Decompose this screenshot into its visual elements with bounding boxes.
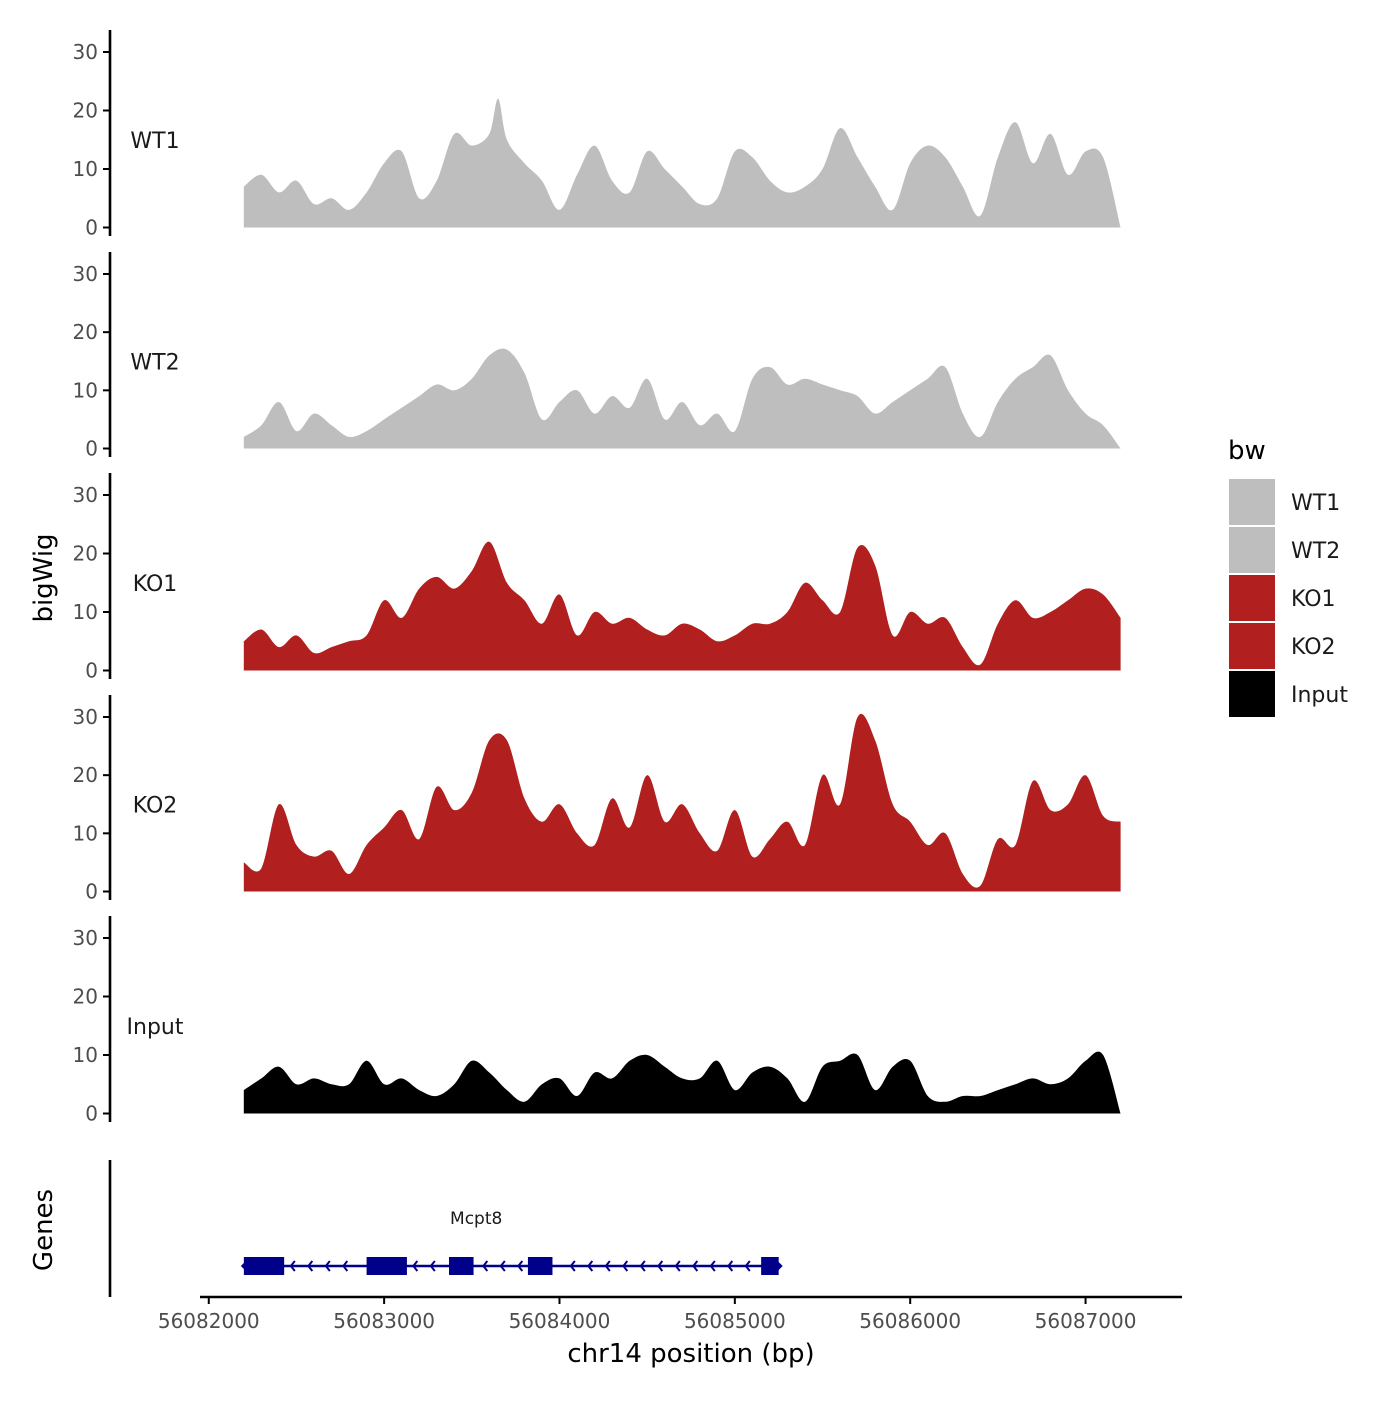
strand-arrow — [709, 1260, 716, 1272]
y-tick-label: 0 — [85, 1102, 98, 1126]
strand-arrow — [307, 1260, 314, 1272]
legend-label-ko2: KO2 — [1291, 635, 1336, 660]
strand-arrow — [412, 1260, 419, 1272]
strand-arrow — [657, 1260, 664, 1272]
exon-block — [761, 1257, 779, 1275]
y-tick-label: 10 — [73, 821, 98, 845]
strand-arrow — [727, 1260, 734, 1272]
legend-label-wt1: WT1 — [1291, 491, 1340, 516]
strand-arrow — [482, 1260, 489, 1272]
y-tick-label: 30 — [73, 926, 98, 950]
strand-arrow — [674, 1260, 681, 1272]
exon-block — [243, 1257, 285, 1275]
x-tick-label: 56087000 — [1035, 1309, 1137, 1333]
strand-arrow — [324, 1260, 331, 1272]
strand-arrow — [499, 1260, 506, 1272]
track-label-ko1: KO1 — [133, 572, 178, 597]
x-axis-title: chr14 position (bp) — [567, 1339, 814, 1369]
y-tick-label: 20 — [73, 985, 98, 1009]
track-label-wt1: WT1 — [130, 129, 179, 154]
x-tick-label: 56085000 — [684, 1309, 786, 1333]
y-tick-label: 0 — [85, 880, 98, 904]
y-axis-title: bigWig — [29, 533, 59, 622]
x-tick-label: 56086000 — [859, 1309, 961, 1333]
y-tick-label: 0 — [85, 659, 98, 683]
strand-arrow — [692, 1260, 699, 1272]
track-label-ko2: KO2 — [133, 793, 178, 818]
strand-arrow — [622, 1260, 629, 1272]
y-tick-label: 30 — [73, 262, 98, 286]
x-tick-label: 56083000 — [333, 1309, 435, 1333]
exon-block — [527, 1257, 553, 1275]
y-tick-label: 0 — [85, 437, 98, 461]
legend-key-ko1 — [1229, 575, 1275, 621]
x-tick-label: 56082000 — [158, 1309, 260, 1333]
y-tick-label: 20 — [73, 542, 98, 566]
y-tick-label: 20 — [73, 320, 98, 344]
gene-end-cap — [777, 1261, 783, 1271]
y-tick-label: 30 — [73, 483, 98, 507]
x-tick-label: 56084000 — [509, 1309, 611, 1333]
strand-arrow — [639, 1260, 646, 1272]
strand-arrow — [744, 1260, 751, 1272]
coverage-area-ko1 — [243, 541, 1121, 671]
legend-key-input — [1229, 671, 1275, 717]
strand-arrow — [517, 1260, 524, 1272]
legend-label-ko1: KO1 — [1291, 587, 1336, 612]
strand-arrow — [289, 1260, 296, 1272]
y-tick-label: 30 — [73, 40, 98, 64]
coverage-area-ko2 — [243, 713, 1121, 892]
strand-arrow — [569, 1260, 576, 1272]
y-tick-label: 0 — [85, 216, 98, 240]
strand-arrow — [342, 1260, 349, 1272]
track-label-input: Input — [127, 1015, 184, 1040]
legend-label-input: Input — [1291, 683, 1348, 708]
coverage-area-input — [243, 1051, 1121, 1114]
y-tick-label: 30 — [73, 705, 98, 729]
legend-key-ko2 — [1229, 623, 1275, 669]
strand-arrow — [604, 1260, 611, 1272]
y-tick-label: 10 — [73, 1043, 98, 1067]
strand-arrow — [429, 1260, 436, 1272]
gene-track-title: Genes — [29, 1189, 59, 1271]
legend-key-wt1 — [1229, 479, 1275, 525]
y-tick-label: 10 — [73, 378, 98, 402]
y-tick-label: 10 — [73, 600, 98, 624]
exon-block — [449, 1257, 474, 1275]
gene-name-label: Mcpt8 — [450, 1209, 502, 1229]
y-tick-label: 10 — [73, 157, 98, 181]
coverage-area-wt2 — [243, 348, 1121, 449]
track-label-wt2: WT2 — [130, 350, 179, 375]
coverage-area-wt1 — [243, 98, 1121, 228]
legend-label-wt2: WT2 — [1291, 539, 1340, 564]
strand-arrow — [587, 1260, 594, 1272]
legend-title: bw — [1228, 436, 1266, 466]
exon-block — [366, 1257, 407, 1275]
legend-key-wt2 — [1229, 527, 1275, 573]
gene-end-cap — [240, 1261, 246, 1271]
y-tick-label: 20 — [73, 763, 98, 787]
y-tick-label: 20 — [73, 99, 98, 123]
